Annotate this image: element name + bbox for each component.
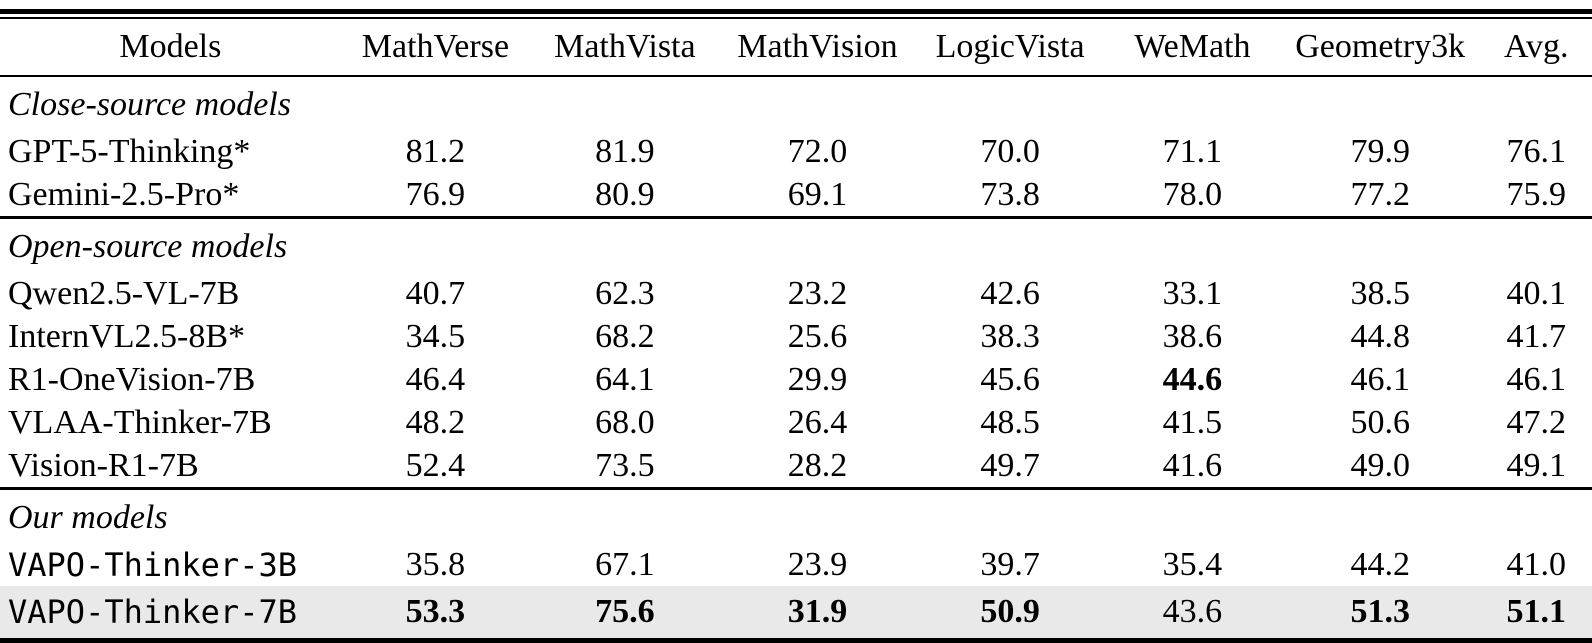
score-cell: 73.5 — [530, 444, 719, 489]
model-name-cell: R1-OneVision-7B — [0, 358, 341, 401]
score-cell: 40.7 — [341, 272, 530, 315]
score-cell: 80.9 — [530, 173, 719, 218]
score-cell: 35.4 — [1105, 543, 1280, 586]
column-header-models: Models — [0, 19, 341, 76]
score-cell: 29.9 — [720, 358, 916, 401]
score-cell: 75.9 — [1481, 173, 1592, 218]
score-cell: 48.2 — [341, 401, 530, 444]
score-cell: 34.5 — [341, 315, 530, 358]
score-cell-best: 75.6 — [530, 586, 719, 638]
score-cell: 23.9 — [720, 543, 916, 586]
score-cell-best: 50.9 — [915, 586, 1104, 638]
section-label: Close-source models — [0, 76, 1592, 130]
score-cell-best: 51.3 — [1280, 586, 1481, 638]
score-cell: 72.0 — [720, 130, 916, 173]
score-cell: 23.2 — [720, 272, 916, 315]
score-cell: 41.0 — [1481, 543, 1592, 586]
score-cell: 25.6 — [720, 315, 916, 358]
model-name-cell: VAPO-Thinker-3B — [0, 543, 341, 586]
score-cell: 62.3 — [530, 272, 719, 315]
score-cell: 81.9 — [530, 130, 719, 173]
table-row-gpt-5-thinking: GPT-5-Thinking* 81.2 81.9 72.0 70.0 71.1… — [0, 130, 1592, 173]
score-cell: 43.6 — [1105, 586, 1280, 638]
score-cell: 78.0 — [1105, 173, 1280, 218]
score-cell: 52.4 — [341, 444, 530, 489]
score-cell: 50.6 — [1280, 401, 1481, 444]
score-cell: 44.2 — [1280, 543, 1481, 586]
score-cell: 68.0 — [530, 401, 719, 444]
section-header-our-models: Our models — [0, 489, 1592, 544]
model-name-cell: VAPO-Thinker-7B — [0, 586, 341, 638]
model-name-cell: Qwen2.5-VL-7B — [0, 272, 341, 315]
score-cell: 44.8 — [1280, 315, 1481, 358]
model-name-cell: GPT-5-Thinking* — [0, 130, 341, 173]
table-row-vlaa-thinker-7b: VLAA-Thinker-7B 48.2 68.0 26.4 48.5 41.5… — [0, 401, 1592, 444]
column-header-avg: Avg. — [1481, 19, 1592, 76]
score-cell: 46.1 — [1481, 358, 1592, 401]
benchmark-results-table: Models MathVerse MathVista MathVision Lo… — [0, 19, 1592, 638]
column-header-logicvista: LogicVista — [915, 19, 1104, 76]
score-cell: 39.7 — [915, 543, 1104, 586]
score-cell: 47.2 — [1481, 401, 1592, 444]
score-cell-best: 51.1 — [1481, 586, 1592, 638]
score-cell: 42.6 — [915, 272, 1104, 315]
score-cell-best: 44.6 — [1105, 358, 1280, 401]
score-cell: 45.6 — [915, 358, 1104, 401]
score-cell: 49.0 — [1280, 444, 1481, 489]
score-cell: 70.0 — [915, 130, 1104, 173]
score-cell-best: 31.9 — [720, 586, 916, 638]
score-cell: 40.1 — [1481, 272, 1592, 315]
score-cell: 49.7 — [915, 444, 1104, 489]
score-cell: 69.1 — [720, 173, 916, 218]
score-cell: 76.9 — [341, 173, 530, 218]
model-name-cell: VLAA-Thinker-7B — [0, 401, 341, 444]
score-cell: 28.2 — [720, 444, 916, 489]
score-cell: 46.1 — [1280, 358, 1481, 401]
model-name-cell: InternVL2.5-8B* — [0, 315, 341, 358]
table-row-vision-r1-7b: Vision-R1-7B 52.4 73.5 28.2 49.7 41.6 49… — [0, 444, 1592, 489]
score-cell: 35.8 — [341, 543, 530, 586]
section-label: Our models — [0, 489, 1592, 544]
score-cell: 48.5 — [915, 401, 1104, 444]
section-header-open-source: Open-source models — [0, 218, 1592, 273]
score-cell: 73.8 — [915, 173, 1104, 218]
section-header-close-source: Close-source models — [0, 76, 1592, 130]
score-cell: 71.1 — [1105, 130, 1280, 173]
section-label: Open-source models — [0, 218, 1592, 273]
column-header-wemath: WeMath — [1105, 19, 1280, 76]
score-cell: 26.4 — [720, 401, 916, 444]
table-row-vapo-thinker-7b-highlighted: VAPO-Thinker-7B 53.3 75.6 31.9 50.9 43.6… — [0, 586, 1592, 638]
score-cell: 68.2 — [530, 315, 719, 358]
model-name-cell: Gemini-2.5-Pro* — [0, 173, 341, 218]
table-row-gemini-2-5-pro: Gemini-2.5-Pro* 76.9 80.9 69.1 73.8 78.0… — [0, 173, 1592, 218]
score-cell: 49.1 — [1481, 444, 1592, 489]
table-row-vapo-thinker-3b: VAPO-Thinker-3B 35.8 67.1 23.9 39.7 35.4… — [0, 543, 1592, 586]
column-header-geometry3k: Geometry3k — [1280, 19, 1481, 76]
model-name-cell: Vision-R1-7B — [0, 444, 341, 489]
score-cell-best: 53.3 — [341, 586, 530, 638]
score-cell: 38.5 — [1280, 272, 1481, 315]
bottom-rule — [0, 638, 1592, 643]
column-header-mathvista: MathVista — [530, 19, 719, 76]
score-cell: 33.1 — [1105, 272, 1280, 315]
score-cell: 77.2 — [1280, 173, 1481, 218]
score-cell: 41.5 — [1105, 401, 1280, 444]
score-cell: 38.6 — [1105, 315, 1280, 358]
score-cell: 41.7 — [1481, 315, 1592, 358]
table-row-qwen2-5-vl-7b: Qwen2.5-VL-7B 40.7 62.3 23.2 42.6 33.1 3… — [0, 272, 1592, 315]
score-cell: 38.3 — [915, 315, 1104, 358]
score-cell: 41.6 — [1105, 444, 1280, 489]
score-cell: 46.4 — [341, 358, 530, 401]
table-row-internvl2-5-8b: InternVL2.5-8B* 34.5 68.2 25.6 38.3 38.6… — [0, 315, 1592, 358]
header-row: Models MathVerse MathVista MathVision Lo… — [0, 19, 1592, 76]
score-cell: 67.1 — [530, 543, 719, 586]
score-cell: 79.9 — [1280, 130, 1481, 173]
score-cell: 64.1 — [530, 358, 719, 401]
column-header-mathvision: MathVision — [720, 19, 916, 76]
table-row-r1-onevision-7b: R1-OneVision-7B 46.4 64.1 29.9 45.6 44.6… — [0, 358, 1592, 401]
score-cell: 81.2 — [341, 130, 530, 173]
score-cell: 76.1 — [1481, 130, 1592, 173]
column-header-mathverse: MathVerse — [341, 19, 530, 76]
